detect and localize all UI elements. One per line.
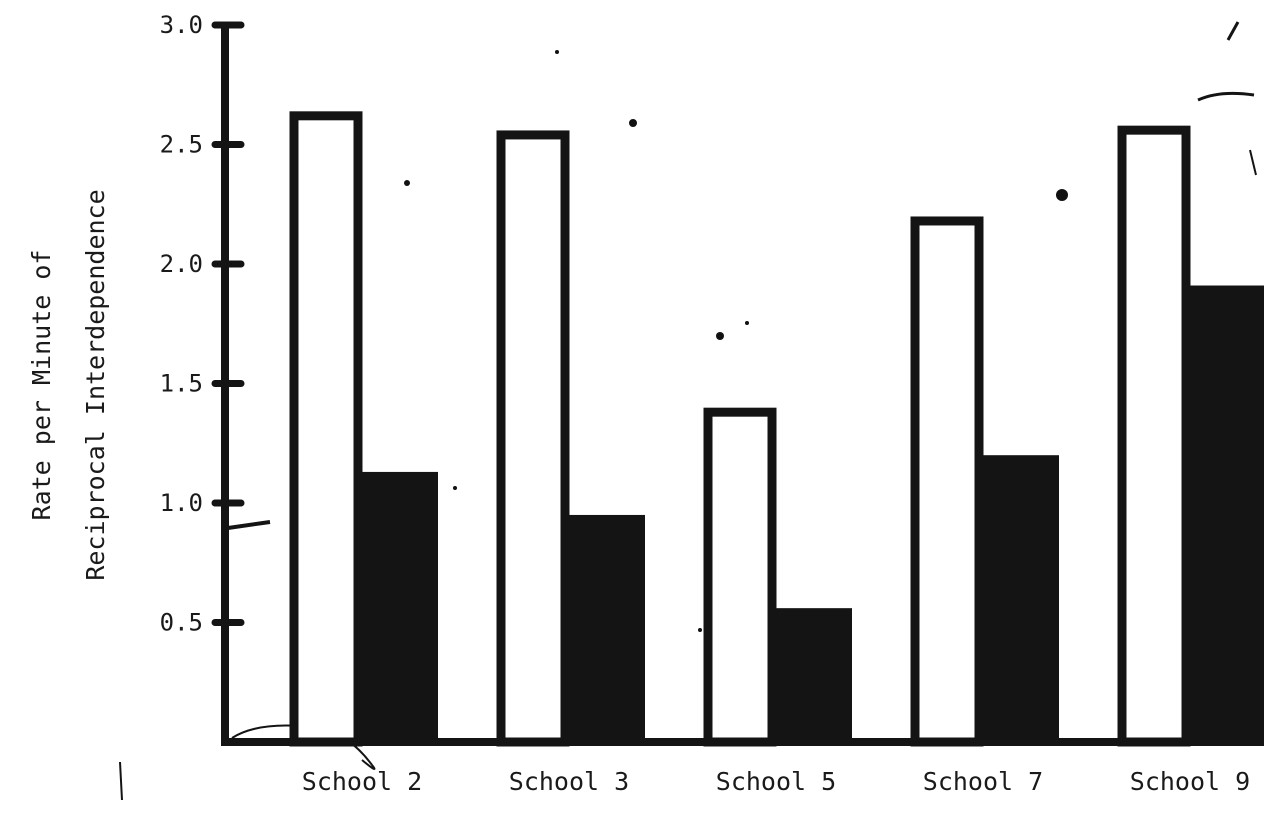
y-tick-label: 2.0 [160, 250, 203, 278]
bars-layer [289, 111, 1264, 747]
y-axis-title-line-2: Reciprocal Interdependence [81, 189, 110, 580]
y-tick-label: 3.0 [160, 11, 203, 39]
bar-filled-school-2 [362, 471, 438, 742]
y-axis-title-line-1: Rate per Minute of [27, 250, 56, 521]
y-tick-label: 1.5 [160, 370, 203, 398]
scan-stroke [227, 520, 271, 530]
category-label: School 2 [302, 767, 422, 796]
bar-outlined-school-3 [496, 130, 570, 747]
bar-filled-school-7 [983, 455, 1059, 742]
bar-outlined-school-5 [703, 407, 777, 747]
bar-outlined-school-9 [1117, 125, 1191, 747]
bar-outlined-school-7 [910, 216, 984, 747]
scan-speck [555, 50, 559, 54]
y-ticks-layer: 0.5 1.0 1.5 2.0 2.5 3.0 [160, 11, 245, 637]
scan-speck [453, 486, 457, 490]
scan-speck [1056, 189, 1068, 201]
bar-filled-school-9 [1190, 285, 1264, 742]
scan-stroke [1249, 149, 1257, 176]
scan-stroke [119, 761, 123, 801]
category-label: School 9 [1130, 767, 1250, 796]
y-tick-label: 0.5 [160, 609, 203, 637]
category-labels-layer: School 2 School 3 School 5 School 7 School 9 [302, 767, 1250, 796]
scan-speck [698, 628, 702, 632]
y-tick-label: 1.0 [160, 489, 203, 517]
scan-speck [745, 321, 749, 325]
scan-speck [716, 332, 724, 340]
scan-stroke [1226, 21, 1240, 41]
bar-filled-school-5 [776, 608, 852, 742]
scan-stroke [1197, 91, 1255, 102]
scan-speck [404, 180, 410, 186]
category-label: School 7 [923, 767, 1043, 796]
category-label: School 5 [716, 767, 836, 796]
category-label: School 3 [509, 767, 629, 796]
bar-outlined-school-2 [289, 111, 363, 747]
bar-filled-school-3 [569, 514, 645, 742]
y-tick-label: 2.5 [160, 131, 203, 159]
scan-speck [629, 119, 637, 127]
